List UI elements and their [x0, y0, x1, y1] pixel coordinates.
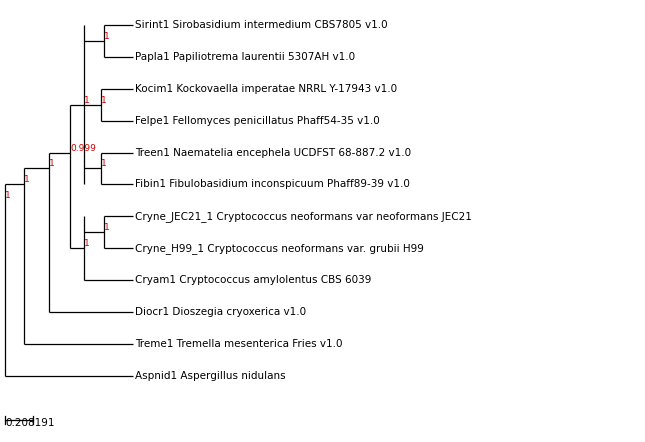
Text: 1: 1	[49, 160, 55, 168]
Text: 1: 1	[104, 32, 110, 41]
Text: Sirint1 Sirobasidium intermedium CBS7805 v1.0: Sirint1 Sirobasidium intermedium CBS7805…	[135, 20, 388, 30]
Text: 1: 1	[101, 96, 107, 105]
Text: Cryne_JEC21_1 Cryptococcus neoformans var neoformans JEC21: Cryne_JEC21_1 Cryptococcus neoformans va…	[135, 211, 472, 222]
Text: Treen1 Naematelia encephela UCDFST 68-887.2 v1.0: Treen1 Naematelia encephela UCDFST 68-88…	[135, 148, 412, 157]
Text: Aspnid1 Aspergillus nidulans: Aspnid1 Aspergillus nidulans	[135, 370, 286, 381]
Text: Felpe1 Fellomyces penicillatus Phaff54-35 v1.0: Felpe1 Fellomyces penicillatus Phaff54-3…	[135, 116, 380, 126]
Text: 1: 1	[104, 223, 110, 232]
Text: 1: 1	[101, 160, 107, 168]
Text: Cryam1 Cryptococcus amylolentus CBS 6039: Cryam1 Cryptococcus amylolentus CBS 6039	[135, 275, 372, 285]
Text: Diocr1 Dioszegia cryoxerica v1.0: Diocr1 Dioszegia cryoxerica v1.0	[135, 307, 306, 317]
Text: Kocim1 Kockovaella imperatae NRRL Y-17943 v1.0: Kocim1 Kockovaella imperatae NRRL Y-1794…	[135, 84, 397, 94]
Text: 0.208191: 0.208191	[5, 418, 55, 428]
Text: Treme1 Tremella mesenterica Fries v1.0: Treme1 Tremella mesenterica Fries v1.0	[135, 339, 343, 349]
Text: Papla1 Papiliotrema laurentii 5307AH v1.0: Papla1 Papiliotrema laurentii 5307AH v1.…	[135, 52, 355, 62]
Text: Cryne_H99_1 Cryptococcus neoformans var. grubii H99: Cryne_H99_1 Cryptococcus neoformans var.…	[135, 243, 424, 254]
Text: 1: 1	[5, 191, 11, 200]
Text: Fibin1 Fibulobasidium inconspicuum Phaff89-39 v1.0: Fibin1 Fibulobasidium inconspicuum Phaff…	[135, 179, 410, 189]
Text: 1: 1	[25, 175, 30, 184]
Text: 1: 1	[84, 239, 90, 248]
Text: 0.999: 0.999	[70, 144, 96, 152]
Text: 1: 1	[84, 96, 90, 105]
